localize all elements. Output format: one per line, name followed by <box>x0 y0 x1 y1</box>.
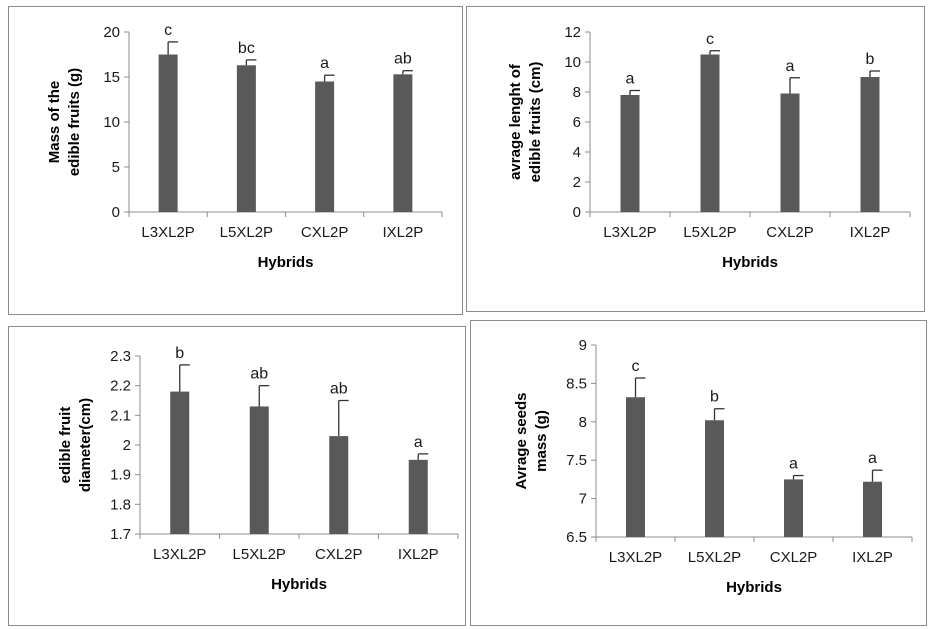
y-tick-label: 1.9 <box>110 467 131 484</box>
x-axis-title: Hybrids <box>722 254 778 271</box>
x-axis-title: Hybrids <box>258 254 314 271</box>
y-tick-label: 2 <box>573 174 581 191</box>
y-axis-title-line: Mass of the <box>46 81 63 164</box>
x-tick-label: IXL2P <box>850 224 891 241</box>
x-tick-label: L3XL2P <box>609 549 662 566</box>
chart-seeds-mass: 6.5 7 7.5 8 8.5 9 c L3XL2P b L5XL2P a CXL2P a IXL2P Hy… <box>513 337 913 596</box>
significance-label: ab <box>330 381 348 398</box>
y-tick-label: 6.5 <box>566 529 587 546</box>
bar <box>700 54 720 212</box>
bar <box>620 95 640 212</box>
significance-label: a <box>789 456 798 473</box>
x-tick-label: L5XL2P <box>233 546 286 563</box>
bar <box>860 77 880 212</box>
significance-label: c <box>164 22 172 39</box>
significance-label: a <box>868 450 877 467</box>
x-tick-label: L5XL2P <box>220 224 273 241</box>
y-tick-label: 2 <box>123 437 131 454</box>
bar <box>863 481 882 537</box>
x-axis-title: Hybrids <box>271 576 327 593</box>
y-tick-label: 8.5 <box>566 375 587 392</box>
y-tick-label: 7.5 <box>566 452 587 469</box>
significance-label: c <box>632 358 640 375</box>
y-tick-label: 2.1 <box>110 407 131 424</box>
bar <box>784 479 803 537</box>
y-tick-label: 8 <box>579 414 587 431</box>
y-tick-label: 2.2 <box>110 378 131 395</box>
bar <box>329 436 349 534</box>
significance-label: ab <box>250 366 268 383</box>
y-tick-label: 1.8 <box>110 496 131 513</box>
bar <box>626 397 645 537</box>
y-axis-title: edible fruit diameter(cm) <box>57 398 94 492</box>
significance-label: a <box>786 58 795 75</box>
significance-label: ab <box>394 51 412 68</box>
y-tick-label: 7 <box>579 491 587 508</box>
significance-label: b <box>710 389 719 406</box>
y-axis-title-line: avrage lenght of <box>507 63 524 180</box>
x-tick-label: IXL2P <box>852 549 893 566</box>
chart-fruit-mass: 0 5 10 15 20 c L3XL2P bc L5XL2P a CXL2P ab IXL2P Hybr… <box>46 22 443 271</box>
y-tick-label: 15 <box>103 69 120 86</box>
y-tick-label: 0 <box>112 204 120 221</box>
x-tick-label: IXL2P <box>382 224 423 241</box>
bar <box>315 81 335 212</box>
significance-label: b <box>175 345 184 362</box>
y-tick-label: 2.3 <box>110 348 131 365</box>
x-tick-label: CXL2P <box>301 224 349 241</box>
y-tick-label: 1.7 <box>110 526 131 543</box>
y-tick-label: 4 <box>573 144 581 161</box>
x-axis-title: Hybrids <box>726 579 782 596</box>
x-tick-label: CXL2P <box>766 224 814 241</box>
x-tick-label: IXL2P <box>398 546 439 563</box>
x-tick-label: L5XL2P <box>688 549 741 566</box>
x-tick-label: CXL2P <box>770 549 818 566</box>
significance-label: a <box>626 71 635 88</box>
chart-fruit-length: 0 2 4 6 8 10 12 a L3XL2P c L5XL2P a CXL2P b IXL2P Hybri… <box>507 24 911 271</box>
bar <box>249 406 269 534</box>
bar <box>158 54 178 212</box>
bar <box>236 65 256 212</box>
y-axis-title-line: edible fruit <box>57 407 74 484</box>
y-axis-title: Mass of the edible fruits (g) <box>46 68 83 176</box>
significance-label: a <box>414 434 423 451</box>
chart-panel-seeds-mass: 6.5 7 7.5 8 8.5 9 c L3XL2P b L5XL2P a CXL2P a IXL2P Hy… <box>470 320 927 626</box>
y-axis-title: avrage lenght of edible fruits (cm) <box>507 62 544 183</box>
significance-label: b <box>866 51 875 68</box>
x-tick-label: L5XL2P <box>683 224 736 241</box>
significance-label: c <box>706 31 714 48</box>
bar <box>780 93 800 212</box>
chart-panel-fruit-mass: 0 5 10 15 20 c L3XL2P bc L5XL2P a CXL2P ab IXL2P Hybr… <box>8 6 463 315</box>
chart-panel-fruit-diameter: 1.7 1.8 1.9 2 2.1 2.2 2.3 b L3XL2P ab L5XL2P ab CXL2… <box>8 326 466 626</box>
y-tick-label: 5 <box>112 159 120 176</box>
y-axis-title-line: diameter(cm) <box>77 398 94 492</box>
y-axis-title-line: mass (g) <box>533 410 550 472</box>
x-tick-label: L3XL2P <box>153 546 206 563</box>
y-axis-title-line: edible fruits (cm) <box>527 62 544 183</box>
chart-panel-fruit-length: 0 2 4 6 8 10 12 a L3XL2P c L5XL2P a CXL2P b IXL2P Hybri… <box>466 6 925 312</box>
bar <box>393 74 413 212</box>
chart-fruit-diameter: 1.7 1.8 1.9 2 2.1 2.2 2.3 b L3XL2P ab L5XL2P ab CXL2… <box>57 345 459 593</box>
y-tick-label: 9 <box>579 337 587 354</box>
y-axis-title-line: edible fruits (g) <box>66 68 83 176</box>
significance-label: a <box>320 55 329 72</box>
bar <box>170 391 190 534</box>
y-axis-title: Avrage seeds mass (g) <box>513 392 550 489</box>
y-tick-label: 10 <box>103 114 120 131</box>
y-tick-label: 20 <box>103 24 120 41</box>
y-tick-label: 0 <box>573 204 581 221</box>
significance-label: bc <box>238 40 255 57</box>
x-tick-label: L3XL2P <box>141 224 194 241</box>
x-tick-label: L3XL2P <box>603 224 656 241</box>
bar <box>408 459 428 534</box>
y-tick-label: 6 <box>573 114 581 131</box>
y-axis-title-line: Avrage seeds <box>513 392 530 489</box>
y-tick-label: 12 <box>564 24 581 41</box>
x-tick-label: CXL2P <box>315 546 363 563</box>
bar <box>705 420 724 537</box>
y-tick-label: 10 <box>564 54 581 71</box>
y-tick-label: 8 <box>573 84 581 101</box>
